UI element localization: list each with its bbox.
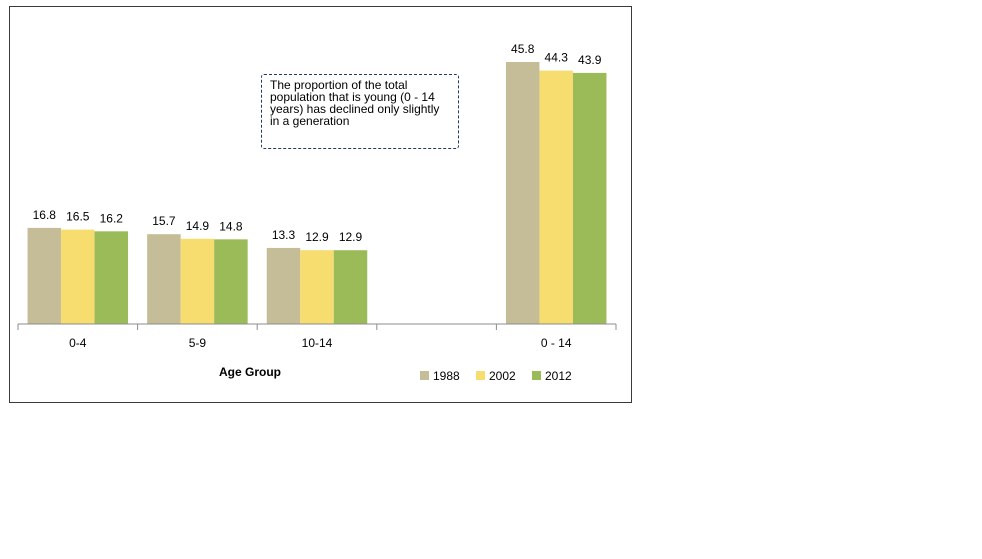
annotation-callout: The proportion of the total population t… — [261, 74, 459, 149]
legend: 1988 2002 2012 — [420, 369, 572, 383]
legend-swatch-1988 — [420, 371, 429, 380]
bar-1988-5-9 — [147, 234, 181, 324]
legend-swatch-2012 — [532, 371, 541, 380]
data-label: 43.9 — [578, 53, 602, 67]
data-label: 12.9 — [305, 230, 329, 244]
data-labels-layer: 16.8 16.5 16.2 15.7 14.9 14.8 13.3 12.9 12.9 45.8… — [33, 42, 602, 244]
bar-2012-0 - 14 — [572, 72, 607, 324]
x-tick-label: 5-9 — [189, 336, 207, 350]
data-label: 13.3 — [272, 228, 296, 242]
data-label: 16.2 — [100, 211, 124, 225]
x-tick-label: 10-14 — [302, 336, 333, 350]
bar-2012-0-4 — [94, 231, 129, 324]
x-axis-title: Age Group — [219, 365, 281, 379]
data-label: 14.9 — [186, 219, 210, 233]
bar-2002-5-9 — [180, 238, 215, 324]
chart-frame: 16.8 16.5 16.2 15.7 14.9 14.8 13.3 12.9 12.9 45.8… — [9, 6, 632, 403]
x-tick-label: 0-4 — [69, 336, 87, 350]
legend-label-1988: 1988 — [433, 369, 460, 383]
x-axis: 0-4 5-9 10-14 0 - 14 — [17, 323, 617, 350]
data-label: 45.8 — [511, 42, 535, 56]
data-label: 14.8 — [219, 219, 243, 233]
data-label: 12.9 — [339, 230, 363, 244]
bar-1988-0 - 14 — [505, 62, 540, 325]
bar-chart: 16.8 16.5 16.2 15.7 14.9 14.8 13.3 12.9 12.9 45.8… — [17, 42, 617, 383]
x-tick-label: 0 - 14 — [541, 336, 572, 350]
bar-2002-0 - 14 — [539, 70, 573, 324]
legend-label-2012: 2012 — [545, 369, 572, 383]
bar-2012-5-9 — [214, 239, 248, 324]
data-label: 15.7 — [152, 214, 176, 228]
bar-2002-0-4 — [61, 229, 95, 324]
legend-swatch-2002 — [476, 371, 485, 380]
bar-1988-10-14 — [266, 247, 301, 324]
bar-2012-10-14 — [333, 250, 368, 324]
bar-1988-0-4 — [27, 227, 62, 324]
bar-2002-10-14 — [300, 250, 334, 324]
bars-layer — [27, 62, 607, 325]
legend-label-2002: 2002 — [489, 369, 516, 383]
data-label: 16.5 — [66, 210, 90, 224]
data-label: 16.8 — [33, 208, 57, 222]
data-label: 44.3 — [545, 51, 569, 65]
